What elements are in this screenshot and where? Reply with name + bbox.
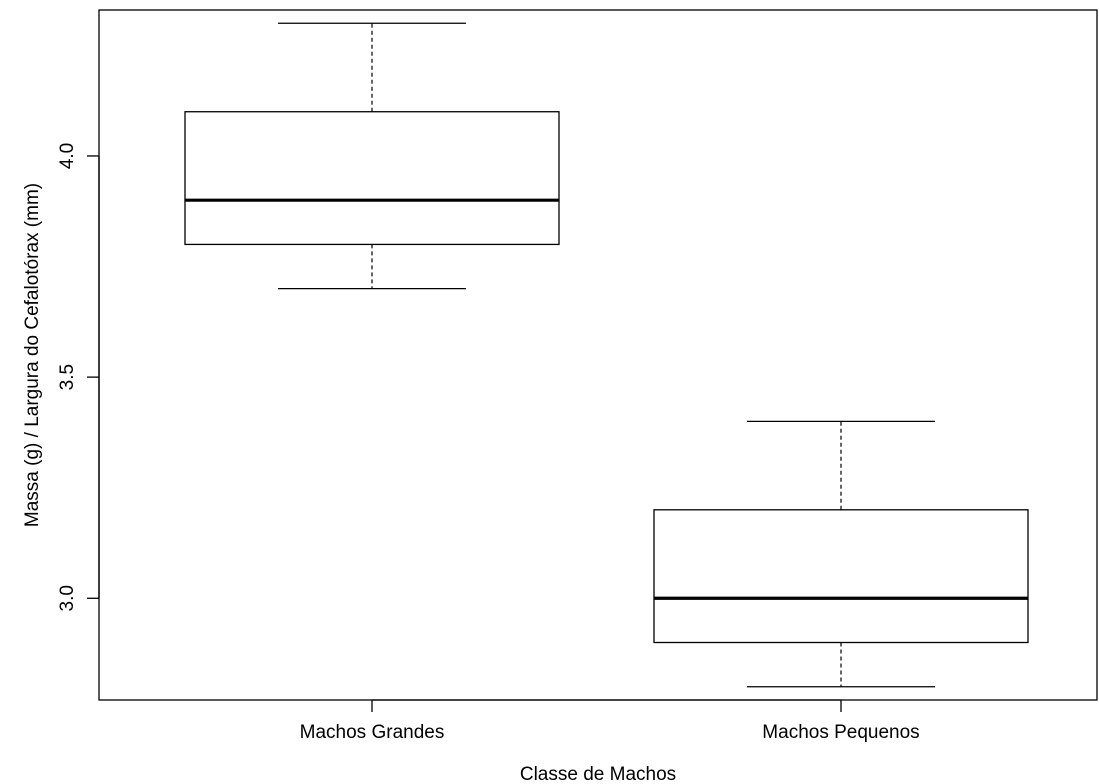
x-tick-label: Machos Grandes [300,722,445,743]
box-machos-pequenos [653,420,1029,688]
y-axis-label: Massa (g) / Largura do Cefalotórax (mm) [22,183,43,527]
y-axis: 3.0 3.5 4.0 [57,143,100,611]
box-machos-grandes [184,22,560,290]
plot-frame [98,9,1098,701]
iqr-box [653,509,1029,644]
x-tick-label: Machos Pequenos [762,722,919,743]
x-axis: Machos Grandes Machos Pequenos [300,699,920,743]
boxes-layer [184,22,1029,688]
y-tick-label: 3.5 [57,364,78,390]
y-tick-label: 3.0 [57,585,78,611]
x-axis-label: Classe de Machos [520,764,676,784]
y-tick-label: 4.0 [57,143,78,169]
iqr-box [184,111,560,246]
